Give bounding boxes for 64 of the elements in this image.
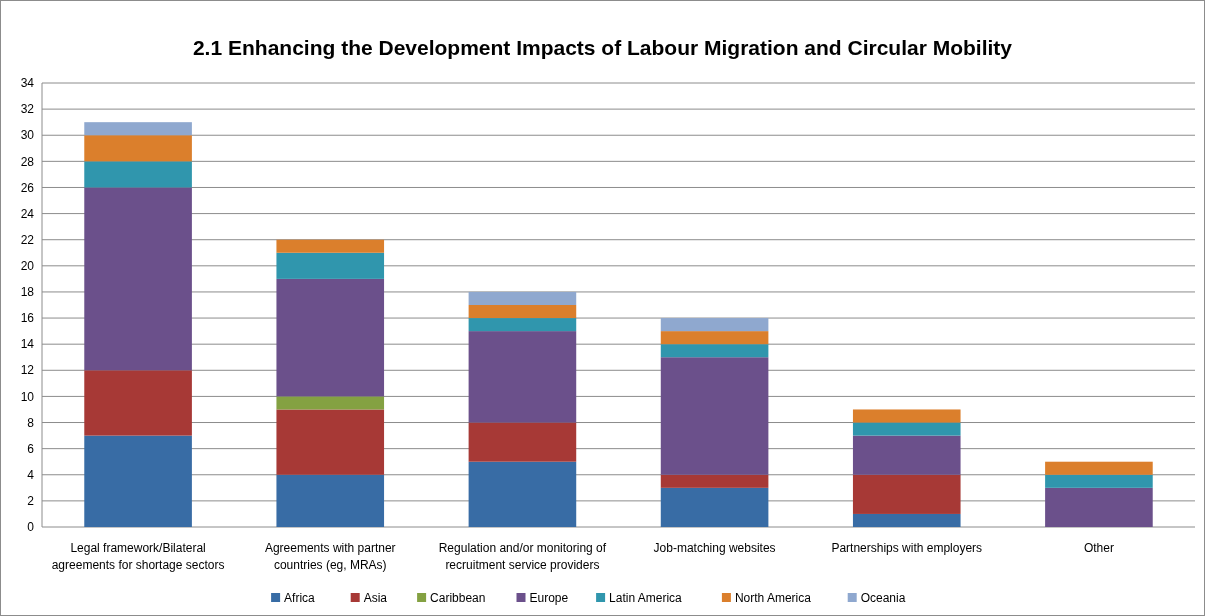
y-tick-label: 18 xyxy=(20,285,35,300)
bar xyxy=(276,239,385,253)
bar xyxy=(852,435,961,475)
x-tick-label: Regulation and/or monitoring of recruitment service providers xyxy=(438,541,607,572)
y-tick-label: 8 xyxy=(27,415,35,430)
y-tick-label: 28 xyxy=(20,154,35,169)
y-tick-label: 26 xyxy=(20,180,35,195)
bar xyxy=(660,344,769,358)
bar xyxy=(1045,474,1153,488)
bar xyxy=(468,291,577,305)
legend-label: North America xyxy=(734,591,812,605)
y-tick-label: 4 xyxy=(27,467,35,482)
y-tick-label: 12 xyxy=(20,363,35,378)
bar xyxy=(276,396,385,410)
y-tick-label: 10 xyxy=(20,389,35,404)
x-tick-label: Legal framework/Bilateral agreements for shortage sectors xyxy=(51,541,225,572)
bar xyxy=(660,357,769,475)
bar xyxy=(468,422,577,462)
legend-label: Asia xyxy=(363,591,388,605)
bar xyxy=(468,318,577,332)
y-tick-label: 32 xyxy=(20,102,35,117)
bar xyxy=(660,318,769,332)
y-tick-label: 24 xyxy=(20,206,35,221)
bar xyxy=(84,435,192,527)
y-tick-label: 20 xyxy=(20,259,35,274)
bar xyxy=(84,135,192,162)
bar xyxy=(1045,487,1153,527)
bar xyxy=(84,370,192,436)
bar xyxy=(468,331,577,423)
bar xyxy=(468,305,577,319)
bar xyxy=(852,474,961,514)
bar xyxy=(852,422,961,436)
bar xyxy=(276,409,385,475)
bar xyxy=(276,252,385,279)
y-tick-label: 34 xyxy=(20,76,35,91)
bar xyxy=(84,187,192,371)
bar xyxy=(852,513,961,527)
chart-title: 2.1 Enhancing the Development Impacts of Labour Migration and Circular Mobility xyxy=(192,36,1013,59)
legend-label: Europe xyxy=(529,591,569,605)
bar xyxy=(1045,461,1153,475)
bar xyxy=(660,487,769,527)
bar xyxy=(276,278,385,397)
y-tick-label: 6 xyxy=(27,441,35,456)
y-tick-label: 22 xyxy=(20,232,35,247)
bar xyxy=(84,122,192,136)
x-tick-label: Other xyxy=(1083,541,1114,555)
y-tick-label: 16 xyxy=(20,311,35,326)
bar xyxy=(468,461,577,527)
y-tick-label: 14 xyxy=(20,337,35,352)
bar xyxy=(660,474,769,488)
bar xyxy=(660,331,769,345)
bar xyxy=(84,161,192,188)
x-tick-label: Partnerships with employers xyxy=(831,541,983,555)
x-tick-label: Agreements with partner countries (eg, MRAs) xyxy=(264,541,396,572)
legend-label: Caribbean xyxy=(430,591,486,605)
legend-label: Oceania xyxy=(860,591,906,605)
bar xyxy=(276,474,385,527)
y-tick-label: 2 xyxy=(27,494,35,509)
x-tick-label: Job-matching websites xyxy=(653,541,776,555)
legend-label: Africa xyxy=(284,591,316,605)
legend-label: Latin America xyxy=(609,591,683,605)
y-tick-label: 0 xyxy=(27,520,35,535)
y-tick-label: 30 xyxy=(20,128,35,143)
bar xyxy=(852,409,961,423)
